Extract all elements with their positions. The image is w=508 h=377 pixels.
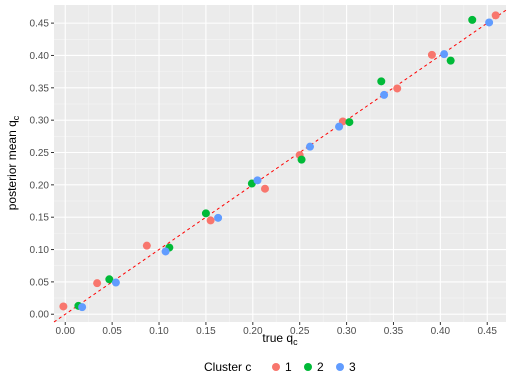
data-point-cluster-2 [446,56,455,65]
data-point-cluster-3 [335,122,344,131]
minor-grid [54,5,506,322]
data-point-cluster-3 [253,176,262,185]
x-tick-label: 0.35 [384,326,404,337]
data-point-cluster-3 [306,142,315,151]
x-tick-label: 0.25 [290,326,310,337]
y-tick-label: 0.30 [30,116,50,127]
legend-key-3 [336,363,344,371]
legend-label-3: 3 [349,360,356,374]
data-point-cluster-1 [393,84,402,93]
y-tick-label: 0.35 [30,83,50,94]
data-points [59,11,500,312]
x-axis-ticks: 0.00 0.05 0.10 0.15 0.20 0.25 0.30 0.35 0.40 0.45 [56,322,498,337]
y-tick-label: 0.25 [30,148,50,159]
data-point-cluster-2 [297,155,306,164]
legend-key-1 [272,363,280,371]
data-point-cluster-1 [206,216,215,225]
legend-key-2 [304,363,312,371]
y-axis-title-subscript: c [11,115,21,120]
major-grid [54,5,506,322]
legend: Cluster c 1 2 3 [204,360,356,374]
data-point-cluster-2 [377,77,386,86]
data-point-cluster-2 [468,15,477,24]
data-point-cluster-3 [485,18,494,27]
y-axis-title-main: posterior mean q [5,120,19,210]
data-point-cluster-2 [345,118,354,127]
data-point-cluster-1 [427,50,436,59]
y-tick-label: 0.45 [30,19,50,30]
data-point-cluster-1 [260,184,269,193]
data-point-cluster-3 [111,278,120,287]
y-tick-label: 0.10 [30,245,50,256]
x-tick-label: 0.45 [478,326,498,337]
data-point-cluster-2 [201,209,210,218]
x-tick-label: 0.15 [196,326,216,337]
x-axis-title-subscript: c [293,337,298,347]
plot-panel [54,5,506,322]
data-point-cluster-3 [380,90,389,99]
data-point-cluster-1 [93,279,102,288]
data-point-cluster-1 [142,241,151,250]
data-point-cluster-3 [440,50,449,59]
y-tick-label: 0.05 [30,277,50,288]
data-point-cluster-3 [214,213,223,222]
y-tick-label: 0.00 [30,310,50,321]
x-axis-title-main: true q [262,331,293,345]
data-point-cluster-3 [78,303,87,312]
legend-label-1: 1 [285,360,292,374]
data-point-cluster-1 [59,302,68,311]
data-point-cluster-2 [105,275,114,284]
x-tick-label: 0.40 [431,326,451,337]
y-tick-label: 0.20 [30,180,50,191]
y-tick-label: 0.15 [30,213,50,224]
x-tick-label: 0.10 [149,326,169,337]
x-axis-title: true qc [262,331,298,347]
y-axis-title: posterior mean qc [5,115,21,210]
x-tick-label: 0.30 [337,326,357,337]
data-point-cluster-1 [491,11,500,20]
x-tick-label: 0.20 [243,326,263,337]
legend-label-2: 2 [317,360,324,374]
y-tick-label: 0.40 [30,51,50,62]
x-tick-label: 0.00 [56,326,76,337]
legend-title: Cluster c [204,360,251,374]
x-tick-label: 0.05 [102,326,122,337]
y-axis-ticks: 0.00 0.05 0.10 0.15 0.20 0.25 0.30 0.35 0.40 0.45 [30,19,54,321]
data-point-cluster-3 [161,247,170,256]
identity-reference-line [53,9,507,323]
